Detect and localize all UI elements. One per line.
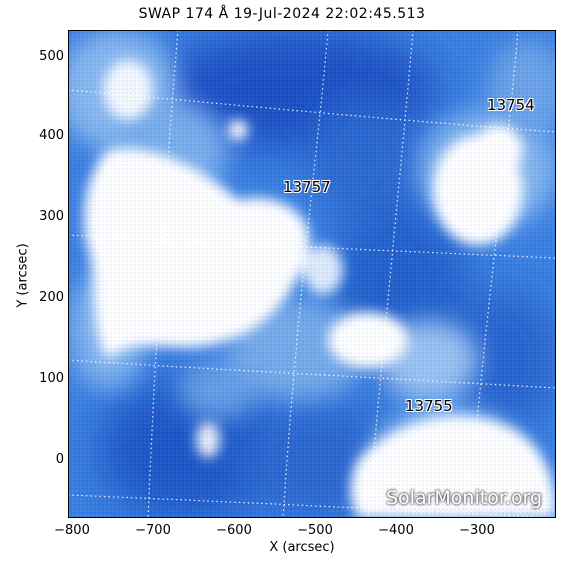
region-label: 13757: [283, 178, 331, 196]
x-axis-label: X (arcsec): [269, 540, 335, 555]
x-tick-label: −800: [54, 523, 90, 538]
x-tick-label: −500: [297, 523, 333, 538]
y-tick-label: 300: [39, 209, 64, 224]
x-tick-label: −700: [135, 523, 171, 538]
y-tick-label: 500: [39, 49, 64, 64]
image-title: SWAP 174 Å 19-Jul-2024 22:02:45.513: [138, 6, 426, 22]
y-axis-label: Y (arcsec): [15, 243, 31, 308]
y-tick-label: 200: [39, 290, 64, 305]
y-tick-label: 0: [55, 452, 64, 467]
watermark: SolarMonitor.org: [386, 487, 543, 509]
region-label: 13754: [487, 96, 535, 114]
solar-image: [68, 30, 556, 518]
x-tick-label: −400: [378, 523, 414, 538]
region-label: 13755: [405, 397, 453, 415]
heliographic-grid: [68, 30, 556, 518]
x-tick-label: −600: [216, 523, 252, 538]
y-tick-label: 100: [39, 371, 64, 386]
x-tick-label: −300: [459, 523, 495, 538]
solar-euv-map: [68, 30, 556, 518]
y-tick-label: 400: [39, 128, 64, 143]
